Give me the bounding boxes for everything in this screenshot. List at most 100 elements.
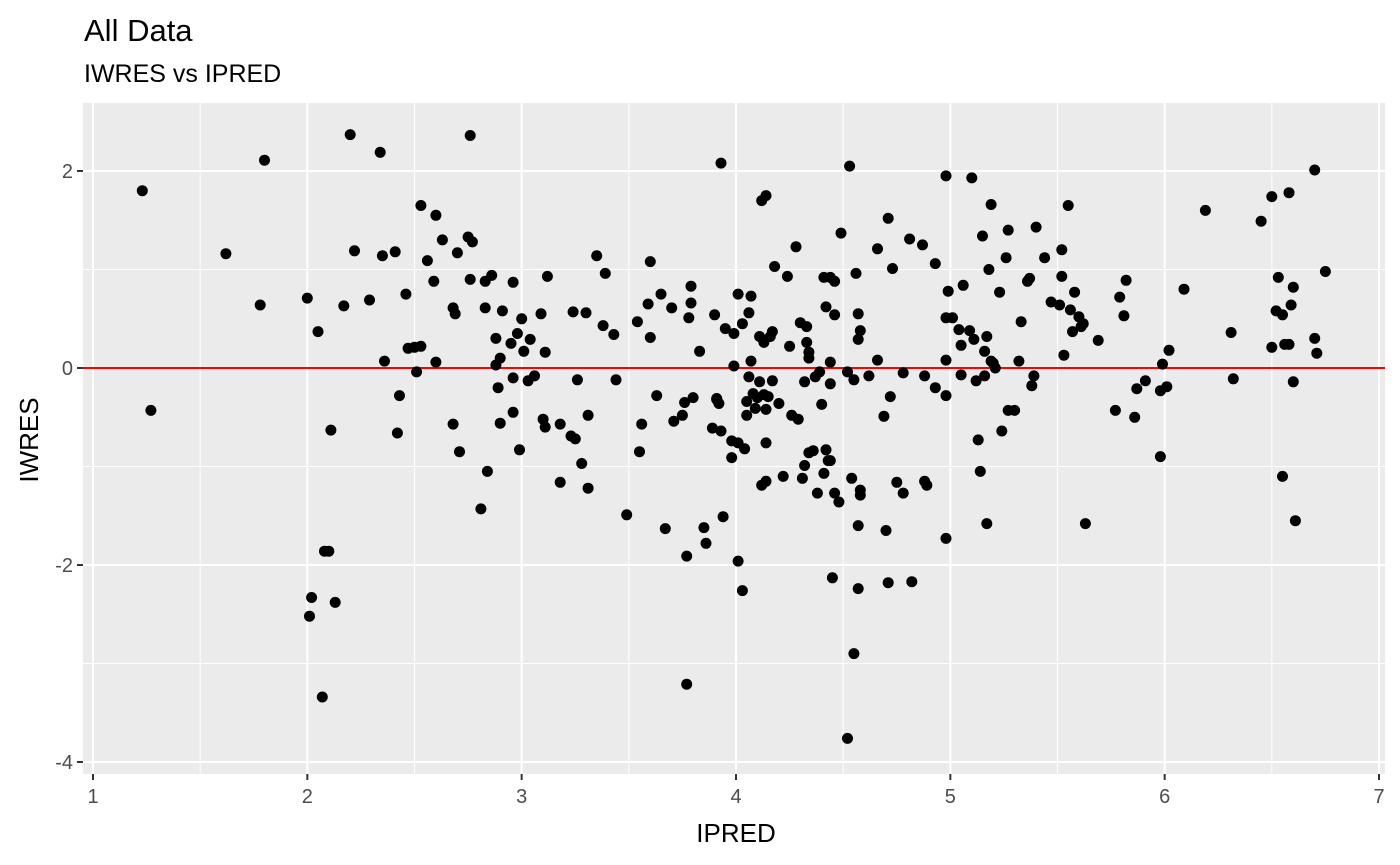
data-point [683,312,695,324]
data-point [1067,326,1078,338]
data-point [1024,272,1036,284]
data-point [323,545,335,557]
data-point [539,421,551,433]
data-point [554,476,566,488]
data-point [942,285,954,297]
data-point [676,409,688,421]
data-point [591,250,603,262]
data-point [1062,200,1074,211]
data-point [541,270,553,282]
data-point [621,509,633,521]
data-point [863,370,875,382]
data-point [679,397,691,408]
data-point [1079,518,1091,530]
data-point [760,475,772,487]
data-point [1114,291,1126,303]
x-tick-label: 7 [1373,786,1384,808]
data-point [989,362,1001,374]
data-point [518,345,530,357]
data-point [715,157,727,169]
data-point [411,366,423,378]
data-point [749,402,761,414]
data-point [891,476,903,488]
data-point [507,372,519,384]
data-point [580,307,592,319]
data-point [464,273,476,285]
data-point [259,154,270,166]
x-axis-ticks: 1 2 3 4 5 6 7 [87,774,1385,808]
data-point [745,290,757,302]
data-point [970,375,982,387]
data-point [829,275,841,287]
data-point [957,279,969,291]
data-point [777,470,789,482]
data-point [736,318,748,330]
data-point [844,160,856,172]
data-point [364,294,375,306]
data-point [1092,334,1104,346]
data-point [715,425,727,437]
data-point [1199,204,1211,216]
data-point [454,446,465,458]
data-point [304,610,315,622]
data-point [1077,318,1089,330]
data-point [981,518,993,530]
data-point [421,255,433,267]
data-point [687,392,699,404]
data-point [994,286,1006,298]
data-point [726,452,738,464]
data-point [316,691,328,703]
data-point [700,537,712,549]
data-point [642,298,654,310]
data-point [807,445,819,457]
data-point [854,325,866,337]
data-point [743,371,755,383]
data-point [799,460,811,471]
data-point [766,375,778,387]
data-point [728,328,740,339]
data-point [979,370,991,382]
data-point [820,444,832,456]
data-point [567,306,579,318]
data-point [1266,191,1278,203]
data-point [507,276,519,288]
data-point [1309,332,1321,344]
chart-subtitle: IWRES vs IPRED [84,60,281,88]
data-point [636,418,648,430]
data-point [852,333,864,345]
data-point [1319,266,1331,277]
data-point [979,345,991,357]
data-point [852,308,864,320]
data-point [376,250,388,262]
data-point [391,427,403,439]
data-point [349,245,360,257]
data-point [325,424,337,436]
data-point [1013,355,1025,367]
data-point [741,409,753,421]
chart-title: All Data [84,13,193,48]
data-point [490,332,502,344]
data-point [631,316,643,328]
data-point [996,425,1008,437]
data-point [1272,271,1284,283]
data-point [882,212,894,224]
data-point [824,455,836,467]
data-point [1015,316,1027,328]
data-point [790,241,802,253]
data-point [655,288,667,300]
data-point [505,337,517,349]
data-point [1069,286,1081,298]
data-point [599,267,611,279]
data-point [479,302,491,314]
data-point [1157,358,1168,370]
data-point [732,288,744,300]
data-point [719,323,731,335]
data-point [481,465,493,477]
data-point [597,320,609,332]
data-point [835,227,847,239]
x-tick-label: 2 [302,786,313,808]
data-point [878,410,890,422]
data-point [1002,224,1014,236]
data-point [659,523,671,535]
data-point [312,326,324,338]
